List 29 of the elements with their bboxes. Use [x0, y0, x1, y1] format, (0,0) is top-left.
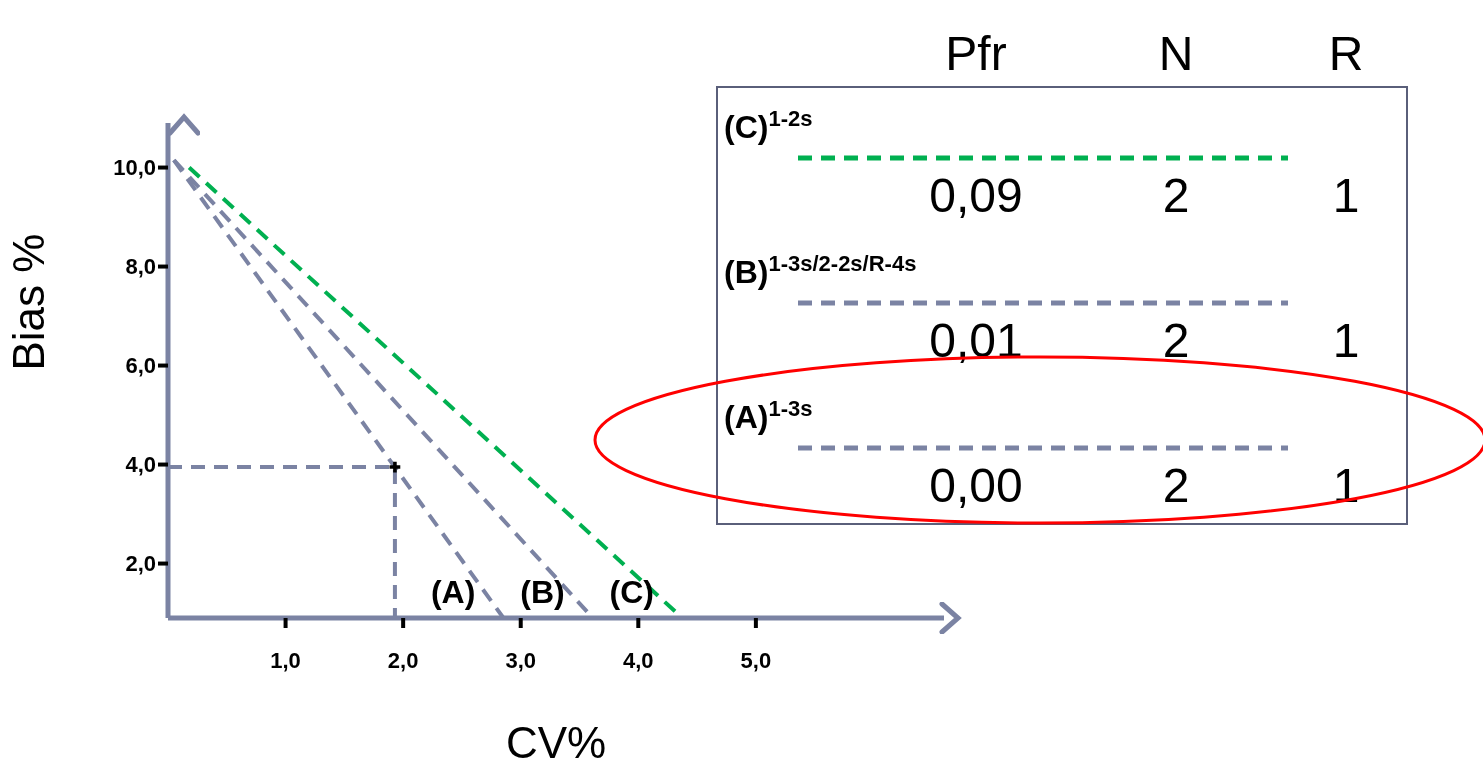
text: 1: [1331, 313, 1361, 368]
x-tick-label: 5,0: [740, 647, 772, 673]
text: R: [1327, 26, 1365, 81]
annotation: 0,00: [928, 458, 1024, 513]
text: 2: [1161, 168, 1191, 223]
y-tick-label: 6,0: [125, 353, 156, 379]
y-tick-label: 10,0: [113, 155, 156, 181]
text: 2: [1161, 313, 1191, 368]
annotation: (B): [520, 573, 565, 610]
x-tick-label: 3,0: [505, 647, 537, 673]
text: 1: [1331, 168, 1361, 223]
y-tick-label: 4,0: [125, 452, 156, 478]
text: Pfr: [944, 26, 1008, 81]
text: N: [1157, 26, 1195, 81]
x-tick-label: 2,0: [387, 647, 419, 673]
x-axis-title: CV%: [505, 718, 607, 767]
y-tick-label: 8,0: [125, 254, 156, 280]
text: (C)$^{1-2s}$: [724, 106, 813, 146]
text: (B)$^{1-3s/2-2s/R-4s}$: [724, 251, 917, 291]
annotation: (A): [430, 573, 476, 610]
annotation: (C): [609, 573, 655, 610]
y-axis-title: Bias %: [3, 233, 53, 371]
text: (A)$^{1-3s}$: [724, 396, 813, 436]
annotation: 0,01: [928, 313, 1024, 368]
y-tick-label: 2,0: [125, 551, 156, 577]
annotation: 0,09: [928, 168, 1024, 223]
x-tick-label: 4,0: [623, 647, 654, 673]
text: 2: [1161, 458, 1191, 513]
x-tick-label: 1,0: [270, 647, 301, 673]
